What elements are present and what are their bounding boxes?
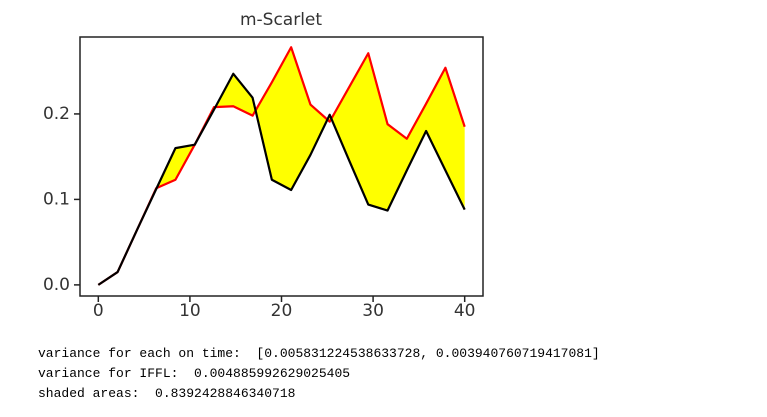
shaded-area: [98, 47, 465, 285]
output-line: shaded areas: 0.8392428846340718: [38, 386, 296, 401]
x-tick-label: 30: [362, 301, 384, 321]
y-tick-label: 0.0: [43, 275, 70, 295]
x-tick-label: 20: [271, 301, 293, 321]
x-tick-label: 40: [454, 301, 476, 321]
chart-title: m-Scarlet: [240, 10, 322, 30]
y-tick-label: 0.2: [43, 104, 70, 124]
line: [97, 46, 466, 286]
output-line: variance for each on time: [0.0058312245…: [38, 346, 600, 361]
x-tick-label: 0: [93, 301, 104, 321]
y-tick-label: 0.1: [43, 189, 70, 209]
output-line: variance for IFFL: 0.004885992629025405: [38, 366, 351, 381]
x-tick-label: 10: [179, 301, 201, 321]
chart: m-Scarlet 0.0 0.1 0.2 0 10 20 30 40: [43, 10, 484, 321]
line: [97, 72, 466, 286]
